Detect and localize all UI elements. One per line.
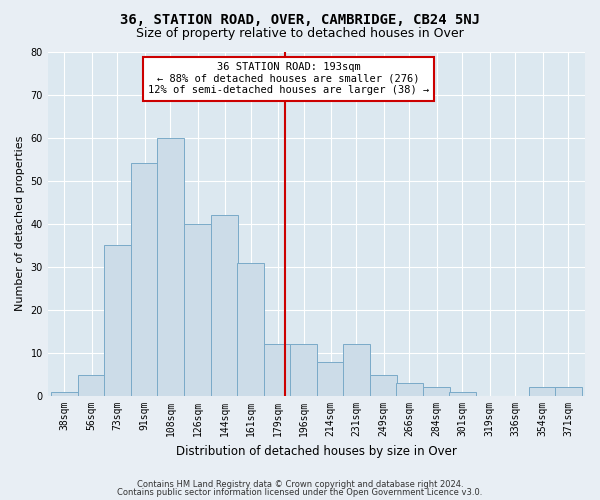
Y-axis label: Number of detached properties: Number of detached properties [15, 136, 25, 312]
Bar [529, 388, 556, 396]
Bar [424, 388, 450, 396]
Bar [290, 344, 317, 396]
Bar [317, 362, 344, 396]
Bar [51, 392, 78, 396]
Bar [396, 383, 423, 396]
Bar [157, 138, 184, 396]
Text: 36, STATION ROAD, OVER, CAMBRIDGE, CB24 5NJ: 36, STATION ROAD, OVER, CAMBRIDGE, CB24 … [120, 12, 480, 26]
Text: 36 STATION ROAD: 193sqm
← 88% of detached houses are smaller (276)
12% of semi-d: 36 STATION ROAD: 193sqm ← 88% of detache… [148, 62, 429, 96]
X-axis label: Distribution of detached houses by size in Over: Distribution of detached houses by size … [176, 444, 457, 458]
Bar [131, 164, 158, 396]
Text: Contains HM Land Registry data © Crown copyright and database right 2024.: Contains HM Land Registry data © Crown c… [137, 480, 463, 489]
Bar [184, 224, 211, 396]
Bar [104, 246, 131, 396]
Bar [370, 374, 397, 396]
Text: Contains public sector information licensed under the Open Government Licence v3: Contains public sector information licen… [118, 488, 482, 497]
Bar [211, 215, 238, 396]
Bar [78, 374, 105, 396]
Text: Size of property relative to detached houses in Over: Size of property relative to detached ho… [136, 28, 464, 40]
Bar [343, 344, 370, 396]
Bar [265, 344, 291, 396]
Bar [237, 262, 264, 396]
Bar [449, 392, 476, 396]
Bar [555, 388, 582, 396]
